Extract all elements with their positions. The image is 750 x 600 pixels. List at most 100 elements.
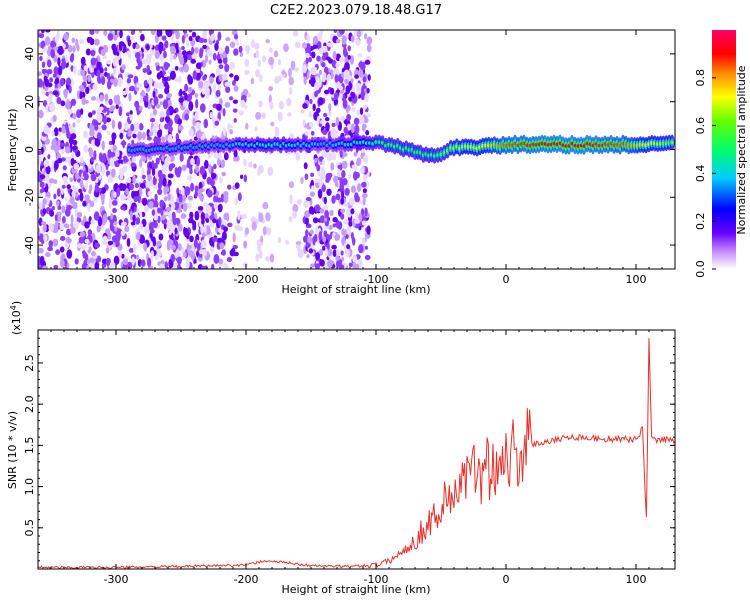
noise-dot <box>217 84 221 91</box>
noise-dot <box>57 57 61 67</box>
noise-dot <box>191 53 198 60</box>
noise-dot <box>93 38 100 46</box>
noise-dot <box>335 39 341 44</box>
noise-dot <box>136 83 142 88</box>
noise-dot <box>217 203 223 213</box>
noise-dot <box>65 146 71 154</box>
noise-dot <box>350 78 354 84</box>
noise-dot <box>212 52 217 61</box>
noise-dot <box>105 228 111 235</box>
noise-dot <box>72 65 77 75</box>
spectrogram-xtick-label: 0 <box>503 273 510 286</box>
noise-dot <box>170 244 176 251</box>
noise-dot <box>130 123 135 132</box>
noise-dot <box>157 169 163 179</box>
noise-dot <box>262 201 269 210</box>
noise-dot <box>219 242 225 250</box>
noise-dot <box>359 107 364 115</box>
noise-dot <box>184 83 189 92</box>
noise-dot <box>106 130 111 135</box>
noise-dot <box>133 243 137 254</box>
noise-dot <box>357 53 363 58</box>
spectrogram-ytick-label: 0 <box>23 146 36 153</box>
noise-dot <box>240 174 244 179</box>
noise-dot <box>94 260 100 269</box>
noise-dot <box>323 112 328 118</box>
noise-dot <box>192 223 197 231</box>
noise-dot <box>186 54 193 61</box>
noise-dot <box>318 69 323 76</box>
noise-dot <box>309 98 313 104</box>
noise-dot <box>70 98 77 107</box>
noise-dot <box>319 215 326 224</box>
noise-dot <box>302 42 307 49</box>
noise-dot <box>316 40 322 50</box>
noise-dot <box>224 63 230 73</box>
noise-dot <box>92 110 96 115</box>
noise-dot <box>157 188 163 195</box>
noise-dot <box>318 178 323 188</box>
noise-dot <box>316 55 321 62</box>
noise-dot <box>322 130 328 136</box>
noise-dot <box>87 75 92 83</box>
noise-dot <box>195 98 199 109</box>
noise-dot <box>321 150 326 157</box>
noise-dot <box>79 231 86 237</box>
noise-dot <box>132 42 136 50</box>
noise-dot <box>104 78 109 83</box>
noise-dot <box>229 129 233 135</box>
noise-dot <box>76 109 82 119</box>
noise-dot <box>158 41 164 52</box>
noise-dot <box>287 112 292 117</box>
noise-dot <box>244 58 249 67</box>
noise-dot <box>200 212 206 221</box>
noise-dot <box>174 249 181 259</box>
noise-dot <box>101 124 107 131</box>
noise-dot <box>200 265 206 269</box>
noise-dot <box>257 59 262 67</box>
colorbar-tick-label: 0.2 <box>694 212 707 230</box>
noise-dot <box>150 47 155 56</box>
noise-dot <box>166 156 171 162</box>
noise-dot <box>239 51 244 58</box>
noise-dot <box>260 235 264 243</box>
noise-dot <box>238 45 243 53</box>
noise-dot <box>278 75 282 82</box>
noise-dot <box>94 242 101 249</box>
noise-dot <box>92 83 98 91</box>
noise-dot <box>159 263 165 269</box>
noise-dot <box>309 229 314 235</box>
noise-dot <box>339 177 344 187</box>
noise-dot <box>56 30 60 40</box>
noise-dot <box>75 191 79 199</box>
noise-dot <box>166 30 172 38</box>
noise-dot <box>157 82 164 90</box>
noise-dot <box>154 193 158 203</box>
noise-dot <box>91 250 96 257</box>
noise-dot <box>278 100 284 110</box>
noise-dot <box>79 156 84 163</box>
noise-dot <box>112 57 118 67</box>
noise-dot <box>347 55 351 60</box>
noise-dot <box>164 186 170 193</box>
noise-dot <box>218 258 224 265</box>
noise-dot <box>121 90 127 96</box>
noise-dot <box>78 188 82 193</box>
noise-dot <box>133 206 137 213</box>
noise-dot <box>333 92 339 100</box>
snr-line <box>38 338 675 569</box>
noise-dot <box>173 54 177 60</box>
noise-dot <box>219 53 225 59</box>
noise-dot <box>205 218 210 223</box>
noise-dot <box>329 87 335 95</box>
noise-dot <box>199 195 204 202</box>
noise-dot <box>156 30 163 38</box>
noise-dot <box>221 249 226 256</box>
signal-core <box>237 142 242 146</box>
noise-dot <box>338 264 345 269</box>
noise-dot <box>72 122 76 128</box>
noise-dot <box>265 212 271 222</box>
noise-dot <box>159 101 163 106</box>
noise-dot <box>241 213 247 220</box>
snr-xtick-label: -200 <box>234 573 259 586</box>
